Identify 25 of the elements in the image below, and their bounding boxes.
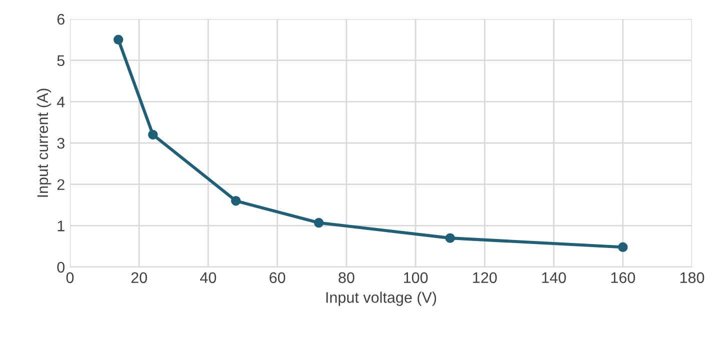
- y-tick-label: 1: [58, 220, 64, 232]
- x-tick-label: 180: [680, 272, 704, 284]
- x-tick-label: 160: [611, 272, 636, 284]
- x-axis-title: Input voltage (V): [326, 292, 436, 306]
- x-tick-label: 40: [200, 272, 216, 284]
- point: [148, 130, 158, 140]
- point: [618, 242, 628, 252]
- y-tick-label: 6: [57, 14, 64, 25]
- point: [314, 218, 324, 228]
- x-tick-label: 20: [131, 272, 148, 284]
- point: [114, 34, 124, 45]
- x-tick-label: 60: [270, 272, 286, 284]
- point: [445, 233, 455, 243]
- point: [231, 196, 241, 206]
- y-tick-label: 0: [57, 262, 65, 273]
- x-tick-label: 0: [66, 272, 74, 284]
- x-tick-label: 100: [404, 272, 428, 284]
- y-axis-title: Input current (A): [36, 88, 52, 197]
- y-tick-label: 5: [57, 55, 64, 66]
- x-tick-label: 80: [338, 272, 354, 284]
- y-tick-label: 4: [56, 96, 65, 108]
- x-tick-label: 140: [542, 272, 566, 284]
- x-tick-label: 120: [473, 272, 497, 284]
- y-tick-label: 2: [57, 179, 64, 190]
- y-tick-label: 3: [57, 138, 64, 149]
